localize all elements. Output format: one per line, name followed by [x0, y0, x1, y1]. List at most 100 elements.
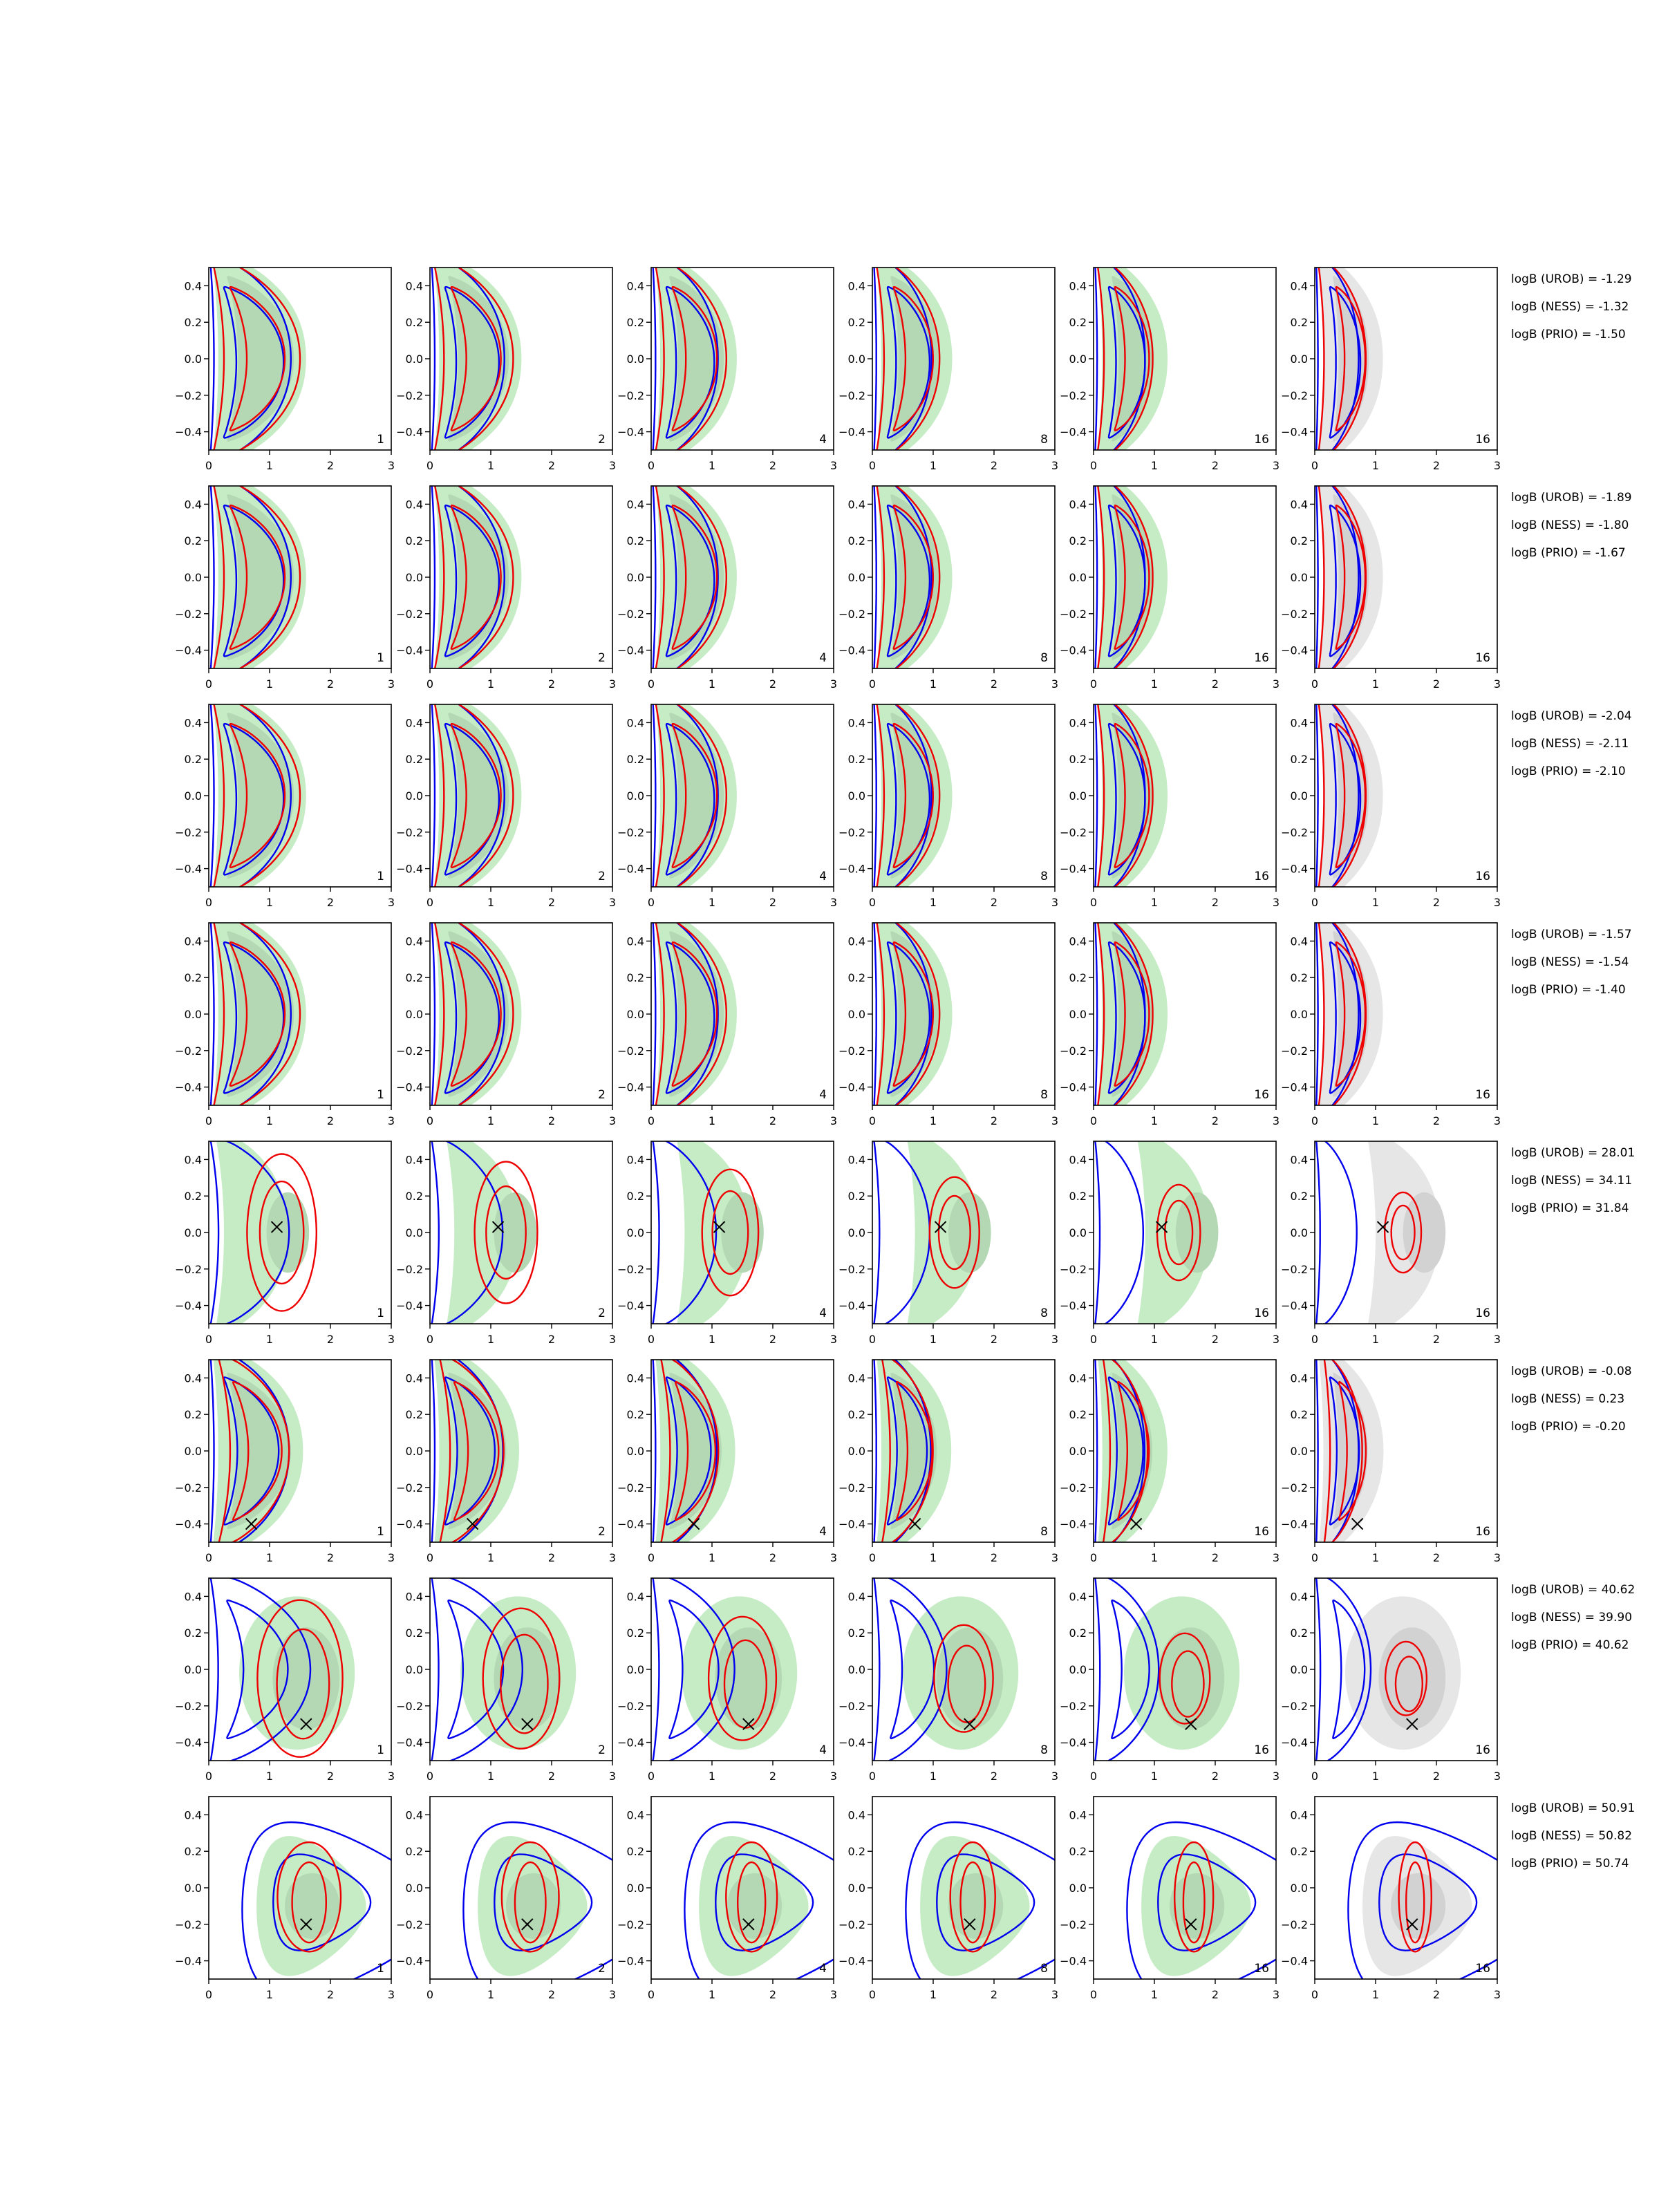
- y-tick-label: −0.2: [838, 389, 865, 402]
- red-contour: [959, 1861, 986, 1944]
- true-value-marker: [491, 1221, 505, 1233]
- density-fill: [494, 1192, 536, 1273]
- x-tick-label: 2: [1433, 1333, 1440, 1346]
- logb-annotation: logB (PRIO) = 31.84: [1511, 1201, 1629, 1215]
- panel-column-label: 2: [598, 433, 606, 447]
- panel-r2-c1: 0 1 2 3 0.4 0.2 0.0 −0.2 −0.4 1: [175, 485, 395, 691]
- red-contour: [1114, 941, 1150, 1087]
- y-tick-label: 0.2: [848, 534, 865, 547]
- y-tick-label: −0.2: [396, 1481, 423, 1494]
- x-tick-label: 2: [548, 1551, 555, 1564]
- y-tick-label: −0.2: [175, 1481, 202, 1494]
- y-tick-label: −0.2: [838, 1481, 865, 1494]
- plot-area: [431, 704, 522, 887]
- y-tick-label: −0.2: [396, 1044, 423, 1058]
- x-tick-label: 1: [1372, 1770, 1379, 1783]
- red-contour: [736, 1861, 767, 1944]
- x-tick-label: 3: [1273, 459, 1280, 472]
- panel-r5-c4: 0 1 2 3 0.4 0.2 0.0 −0.2 −0.4 8: [838, 1141, 1058, 1346]
- x-tick-label: 1: [487, 896, 494, 909]
- blue-contour: [209, 923, 292, 1105]
- red-contour: [1383, 1191, 1423, 1274]
- density-fill: [1175, 1192, 1219, 1273]
- y-tick-label: 0.4: [627, 498, 644, 511]
- plot-area: [1347, 1821, 1497, 1979]
- plot-area: [431, 486, 522, 668]
- y-tick-label: 0.0: [1069, 789, 1087, 803]
- x-tick-label: 3: [830, 896, 837, 909]
- y-tick-label: −0.2: [1060, 1481, 1087, 1494]
- x-tick-label: 0: [869, 677, 876, 691]
- red-contour: [671, 722, 718, 869]
- plot-area: [209, 268, 306, 450]
- x-tick-label: 0: [1090, 677, 1097, 691]
- y-tick-label: −0.2: [617, 1481, 644, 1494]
- y-tick-label: −0.4: [396, 426, 423, 439]
- y-tick-label: −0.4: [175, 1955, 202, 1968]
- density-fill: [890, 931, 939, 1097]
- y-tick-label: 0.2: [848, 1408, 865, 1421]
- panel-column-label: 16: [1254, 1088, 1269, 1102]
- x-tick-label: 0: [1090, 1114, 1097, 1127]
- red-contour: [1338, 1380, 1367, 1521]
- blue-contour: [652, 704, 719, 887]
- red-contour: [1173, 1841, 1215, 1953]
- panel-column-label: 1: [377, 651, 384, 665]
- blue-contour: [444, 1376, 496, 1526]
- y-tick-label: −0.4: [838, 426, 865, 439]
- x-tick-label: 1: [709, 459, 715, 472]
- blue-contour: [873, 1578, 948, 1761]
- y-tick-label: 0.0: [185, 353, 202, 366]
- blue-contour: [652, 923, 719, 1105]
- red-contour: [1164, 1199, 1194, 1266]
- panel-column-label: 4: [819, 1306, 827, 1320]
- y-tick-label: −0.2: [396, 1918, 423, 1931]
- panel-column-label: 4: [819, 1962, 827, 1976]
- y-tick-label: −0.2: [175, 1918, 202, 1931]
- x-tick-label: 2: [991, 1114, 997, 1127]
- blue-contour: [1315, 1578, 1372, 1761]
- blue-contour: [1094, 1141, 1145, 1324]
- blue-contour: [431, 1141, 504, 1324]
- blue-contour: [1107, 285, 1146, 439]
- x-tick-label: 2: [327, 1770, 334, 1783]
- true-value-marker: [934, 1221, 947, 1233]
- red-contour: [229, 504, 286, 650]
- x-tick-label: 0: [427, 1770, 433, 1783]
- y-tick-label: 0.2: [1069, 1845, 1087, 1858]
- plot-area: [873, 1141, 991, 1324]
- y-tick-label: 0.4: [848, 935, 865, 948]
- y-tick-label: 0.4: [1069, 279, 1087, 292]
- x-tick-label: 3: [609, 1114, 616, 1127]
- panel-column-label: 4: [819, 1088, 827, 1102]
- y-tick-label: 0.4: [185, 1808, 202, 1821]
- blue-contour: [665, 504, 715, 657]
- y-tick-label: −0.4: [396, 863, 423, 876]
- panel-r3-c2: 0 1 2 30.40.20.0−0.2−0.42: [396, 704, 616, 909]
- y-tick-label: 0.2: [627, 1190, 644, 1203]
- y-tick-label: −0.2: [617, 826, 644, 839]
- panel-r4-c5: 0 1 2 3 0.4 0.2 0.0 −0.2 −0.4 16: [1060, 922, 1280, 1127]
- true-value-marker: [1185, 1718, 1197, 1730]
- plot-area: [873, 923, 953, 1105]
- panel-column-label: 8: [1040, 651, 1048, 665]
- y-tick-label: 0.2: [627, 534, 644, 547]
- panel-column-label: 8: [1040, 1306, 1048, 1320]
- x-tick-label: 0: [1090, 1333, 1097, 1346]
- red-contour: [1318, 704, 1367, 887]
- panel-r7-c3: 0 1 2 3 0.4 0.2 0.0 −0.2 −0.4 4: [617, 1577, 837, 1783]
- y-tick-label: 0.4: [185, 279, 202, 292]
- y-tick-label: 0.2: [406, 534, 423, 547]
- panel-r2-c5: 0 1 2 3 0.4 0.2 0.0 −0.2 −0.4 16: [1060, 485, 1280, 691]
- y-tick-label: 0.0: [185, 1882, 202, 1895]
- red-contour: [276, 1628, 330, 1740]
- density-fill: [907, 1141, 979, 1324]
- panel-r8-c3: 0 1 2 3 0.4 0.2 0.0 −0.2 −0.4 4: [617, 1796, 837, 2001]
- y-tick-label: 0.4: [627, 935, 644, 948]
- red-contour: [655, 268, 728, 450]
- red-contour: [947, 1644, 986, 1723]
- y-tick-label: −0.4: [838, 863, 865, 876]
- x-tick-label: 0: [205, 1333, 212, 1346]
- y-tick-label: 0.0: [1291, 789, 1308, 803]
- x-tick-label: 3: [1051, 1551, 1058, 1564]
